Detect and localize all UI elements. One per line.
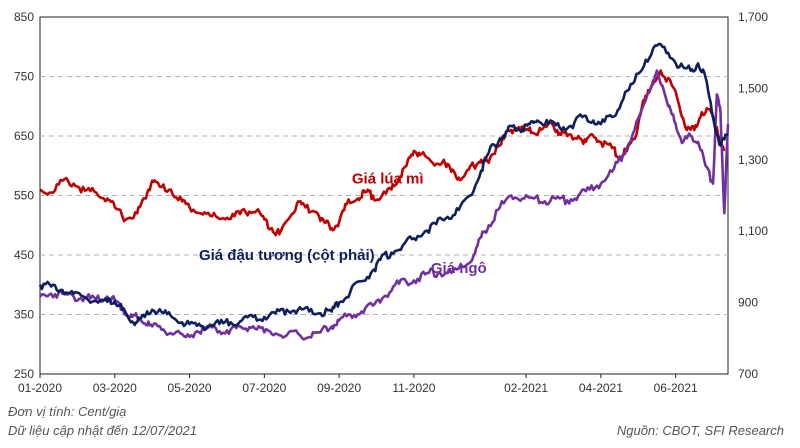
left-axis-ticks: 250 350 450 550 650 750 850 bbox=[14, 10, 34, 381]
series-label-2: Giá ngô bbox=[431, 260, 487, 277]
right-tick-label: 700 bbox=[738, 367, 758, 381]
source-note: Nguồn: CBOT, SFI Research bbox=[616, 423, 784, 438]
right-tick-label: 1,500 bbox=[738, 81, 768, 95]
series-line-0 bbox=[39, 69, 726, 237]
series-label-0: Giá lúa mì bbox=[352, 171, 424, 188]
price-chart: 250 350 450 550 650 750 850 700 900 1,100 1,300 1,… bbox=[14, 10, 768, 395]
right-tick-label: 1,700 bbox=[738, 10, 768, 24]
left-tick-label: 750 bbox=[14, 70, 34, 84]
x-tick-label: 02-2021 bbox=[504, 381, 548, 395]
left-tick-label: 350 bbox=[14, 308, 34, 322]
x-axis-ticks: 01-2020 03-2020 05-2020 07-2020 09-2020 11-20… bbox=[18, 374, 698, 395]
update-note: Dữ liệu cập nhật đến 12/07/2021 bbox=[8, 423, 197, 438]
series-label-1: Giá đậu tương (cột phải) bbox=[199, 247, 375, 264]
left-tick-label: 650 bbox=[14, 129, 34, 143]
unit-note: Đơn vị tính: Cent/giạ bbox=[8, 404, 127, 419]
series-line-2 bbox=[39, 69, 730, 341]
x-tick-label: 03-2020 bbox=[93, 381, 137, 395]
x-tick-label: 04-2021 bbox=[579, 381, 623, 395]
left-tick-label: 450 bbox=[14, 248, 34, 262]
right-axis-ticks: 700 900 1,100 1,300 1,500 1,700 bbox=[738, 10, 768, 381]
x-tick-label: 07-2020 bbox=[242, 381, 286, 395]
left-tick-label: 850 bbox=[14, 10, 34, 24]
right-tick-label: 1,300 bbox=[738, 153, 768, 167]
x-tick-label: 01-2020 bbox=[18, 381, 62, 395]
x-tick-label: 06-2021 bbox=[654, 381, 698, 395]
left-tick-label: 250 bbox=[14, 367, 34, 381]
right-tick-label: 900 bbox=[738, 296, 758, 310]
series-layer bbox=[38, 42, 730, 341]
x-tick-label: 11-2020 bbox=[392, 381, 435, 395]
right-tick-label: 1,100 bbox=[738, 224, 768, 238]
gridlines bbox=[40, 76, 728, 315]
left-tick-label: 550 bbox=[14, 189, 34, 203]
x-tick-label: 09-2020 bbox=[317, 381, 361, 395]
x-tick-label: 05-2020 bbox=[168, 381, 212, 395]
series-labels: Giá lúa mì Giá đậu tương (cột phải) Giá ng… bbox=[199, 171, 487, 277]
series-line-1 bbox=[38, 42, 729, 332]
